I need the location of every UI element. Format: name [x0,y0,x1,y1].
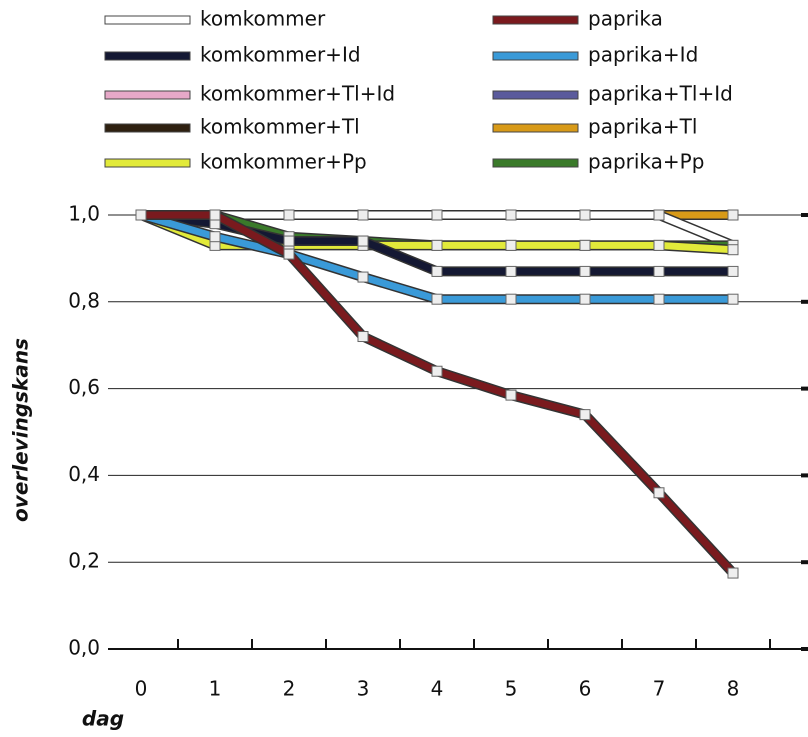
marker [653,293,665,305]
marker [505,209,517,221]
legend-swatch [492,90,579,100]
x-tick-label: 8 [727,677,740,701]
legend-swatch [104,51,191,61]
marker [653,487,665,499]
marker [505,293,517,305]
marker [579,209,591,221]
y-tick-mark [801,299,808,304]
marker [505,239,517,251]
y-tick-mark [801,386,808,391]
legend-label: paprika+Id [588,43,698,67]
marker [283,248,295,260]
marker [283,209,295,221]
y-tick-label: 0,0 [68,636,100,660]
legend-label: komkommer [200,7,326,31]
marker [727,265,739,277]
marker [505,265,517,277]
x-tick-label: 4 [431,677,444,701]
legend-swatch [104,90,191,100]
x-tick-label: 5 [505,677,518,701]
legend-label: komkommer+Tl [200,115,360,139]
marker [357,331,369,343]
marker [283,235,295,247]
legend-label: paprika+Tl [588,115,697,139]
legend-swatch [492,15,579,25]
legend-swatch [104,15,191,25]
x-tick-label: 7 [653,677,666,701]
marker [357,271,369,283]
y-tick-mark [801,213,808,217]
legend-swatch [104,123,191,133]
marker [727,293,739,305]
x-tick-label: 6 [579,677,592,701]
marker [135,209,147,221]
legend-swatch [492,158,579,168]
marker [431,265,443,277]
marker [431,209,443,221]
legend-label: komkommer+Tl+Id [200,82,395,106]
x-tick-label: 3 [357,677,370,701]
y-tick-mark [801,473,808,478]
legend-swatch [492,51,579,61]
legend-label: komkommer+Pp [200,150,367,174]
marker [727,209,739,221]
x-axis-label: dag [82,707,124,731]
y-tick-label: 1,0 [68,202,100,226]
marker [209,209,221,221]
legend-label: komkommer+Id [200,43,361,67]
marker [357,209,369,221]
legend-swatch [492,123,579,133]
marker [579,239,591,251]
marker [357,235,369,247]
marker [653,239,665,251]
legend-label: paprika+Pp [588,150,704,174]
y-tick-mark [801,560,808,565]
marker [579,293,591,305]
x-tick-label: 0 [135,677,148,701]
marker [579,265,591,277]
legend-label: paprika+Tl+Id [588,82,733,106]
marker [653,265,665,277]
x-tick-label: 1 [209,677,222,701]
marker [209,231,221,243]
marker [431,293,443,305]
marker [579,409,591,421]
legend-label: paprika [588,7,663,31]
marker [727,244,739,256]
y-axis-label: overlevingskans [9,338,33,522]
x-tick-label: 2 [283,677,296,701]
y-tick-label: 0,4 [68,462,100,486]
marker [431,365,443,377]
marker [653,209,665,221]
marker [505,389,517,401]
y-tick-label: 0,8 [68,288,100,312]
legend-swatch [104,158,191,168]
marker [431,239,443,251]
y-tick-label: 0,6 [68,375,100,399]
marker [727,567,739,579]
y-tick-label: 0,2 [68,549,100,573]
